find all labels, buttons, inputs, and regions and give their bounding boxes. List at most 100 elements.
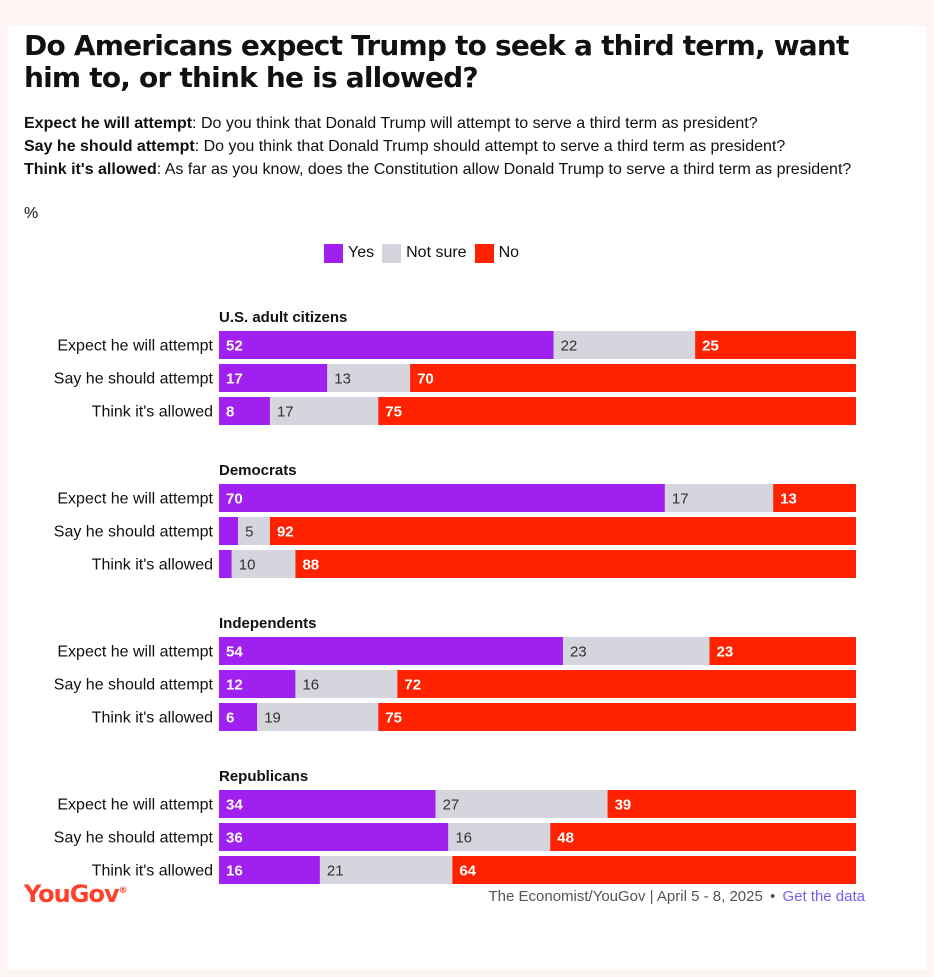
question-definitions: Expect he will attempt: Do you think tha… — [24, 112, 874, 181]
bar-value-not-sure: 21 — [327, 863, 344, 880]
row-label: Expect he will attempt — [57, 644, 213, 661]
bar-value-no: 88 — [302, 557, 319, 574]
row-label: Think it's allowed — [92, 710, 213, 727]
bar-segment-not-sure — [257, 703, 379, 731]
bar-value-no: 70 — [417, 371, 434, 388]
bar-segment-not-sure — [327, 364, 411, 392]
legend-item-not-sure: Not sure — [382, 243, 467, 263]
source-text: The Economist/YouGov | April 5 - 8, 2025 — [488, 888, 763, 905]
bar-value-no: 92 — [277, 524, 294, 541]
row-label: Expect he will attempt — [57, 797, 213, 814]
bar-value-yes: 36 — [226, 830, 243, 847]
yougov-logo: YouGov® — [24, 880, 128, 908]
group-heading-u-s-adult-citizens: U.S. adult citizens — [219, 309, 347, 326]
group-heading-democrats: Democrats — [219, 462, 297, 479]
bar-value-not-sure: 5 — [245, 524, 253, 541]
bar-value-yes: 12 — [226, 677, 243, 694]
bar-value-yes: 70 — [226, 491, 243, 508]
row-label: Say he should attempt — [54, 830, 214, 847]
bar-segment-yes — [219, 823, 449, 851]
bar-value-yes: 8 — [226, 404, 234, 421]
bar-segment-no — [397, 670, 856, 698]
bar-segment-yes — [219, 397, 270, 425]
bar-segment-no — [378, 397, 856, 425]
bar-segment-yes — [219, 517, 239, 545]
bar-value-no: 48 — [557, 830, 574, 847]
bar-value-yes: 52 — [226, 338, 243, 355]
bar-segment-no — [773, 484, 856, 512]
bar-value-not-sure: 10 — [239, 557, 256, 574]
bar-segment-no — [550, 823, 856, 851]
row-label: Think it's allowed — [92, 404, 213, 421]
bar-segment-not-sure — [269, 397, 379, 425]
chart-title: Do Americans expect Trump to seek a thir… — [24, 29, 849, 94]
question-allowed: Think it's allowed: As far as you know, … — [24, 161, 852, 178]
bar-value-not-sure: 13 — [334, 371, 351, 388]
bar-segment-not-sure — [238, 517, 270, 545]
bar-segment-yes — [219, 364, 328, 392]
bar-value-not-sure: 23 — [570, 644, 587, 661]
bar-segment-not-sure — [435, 790, 608, 818]
source-separator: • — [770, 888, 776, 905]
bar-segment-yes — [219, 703, 258, 731]
bar-segment-yes — [219, 550, 232, 578]
bar-segment-no — [378, 703, 856, 731]
row-label: Expect he will attempt — [57, 338, 213, 355]
bar-value-no: 13 — [780, 491, 797, 508]
bar-value-yes: 16 — [226, 863, 243, 880]
bar-value-not-sure: 17 — [672, 491, 689, 508]
bar-value-no: 75 — [385, 710, 402, 727]
bar-segment-yes — [219, 637, 563, 665]
bar-value-not-sure: 27 — [443, 797, 460, 814]
bar-value-yes: 34 — [226, 797, 243, 814]
get-the-data-link[interactable]: Get the data — [782, 888, 865, 905]
row-label: Say he should attempt — [54, 371, 214, 388]
bar-segment-yes — [219, 856, 320, 884]
bar-value-not-sure: 16 — [455, 830, 472, 847]
bar-segment-no — [410, 364, 856, 392]
row-label: Say he should attempt — [54, 677, 214, 694]
bar-value-no: 75 — [385, 404, 402, 421]
bar-value-not-sure: 19 — [264, 710, 281, 727]
row-label: Think it's allowed — [92, 557, 213, 574]
unit-label: % — [24, 205, 39, 222]
bar-value-yes: 6 — [226, 710, 234, 727]
bar-value-not-sure: 17 — [277, 404, 294, 421]
bar-segment-no — [295, 550, 856, 578]
bar-segment-no — [452, 856, 856, 884]
bar-segment-yes — [219, 670, 296, 698]
source-line: The Economist/YouGov | April 5 - 8, 2025… — [488, 888, 865, 905]
bar-segment-yes — [219, 331, 554, 359]
legend-label-yes: Yes — [348, 244, 375, 261]
bar-segment-not-sure — [448, 823, 551, 851]
bar-value-no: 25 — [702, 338, 719, 355]
bar-segment-no — [709, 637, 856, 665]
bar-segment-no — [607, 790, 856, 818]
bar-value-no: 72 — [404, 677, 421, 694]
legend-label-not-sure: Not sure — [406, 244, 467, 261]
bar-value-not-sure: 22 — [561, 338, 578, 355]
bar-segment-yes — [219, 790, 436, 818]
bar-value-yes: 54 — [226, 644, 243, 661]
row-label: Say he should attempt — [54, 524, 214, 541]
group-heading-republicans: Republicans — [219, 768, 308, 785]
legend-item-yes: Yes — [324, 243, 375, 263]
bar-segment-not-sure — [319, 856, 453, 884]
bar-segment-not-sure — [553, 331, 696, 359]
bar-segment-yes — [219, 484, 665, 512]
question-should: Say he should attempt: Do you think that… — [24, 138, 786, 155]
bar-value-no: 64 — [459, 863, 476, 880]
legend-swatch-not-sure — [382, 243, 402, 263]
legend: Yes Not sure No — [324, 242, 527, 264]
row-label: Think it's allowed — [92, 863, 213, 880]
bar-segment-not-sure — [295, 670, 398, 698]
bar-value-yes: 17 — [226, 371, 243, 388]
bar-segment-no — [695, 331, 856, 359]
bar-segment-not-sure — [231, 550, 296, 578]
legend-swatch-yes — [324, 243, 343, 263]
bar-segment-no — [269, 517, 857, 545]
bar-segment-not-sure — [664, 484, 774, 512]
bar-value-not-sure: 16 — [302, 677, 319, 694]
bar-segment-not-sure — [562, 637, 710, 665]
